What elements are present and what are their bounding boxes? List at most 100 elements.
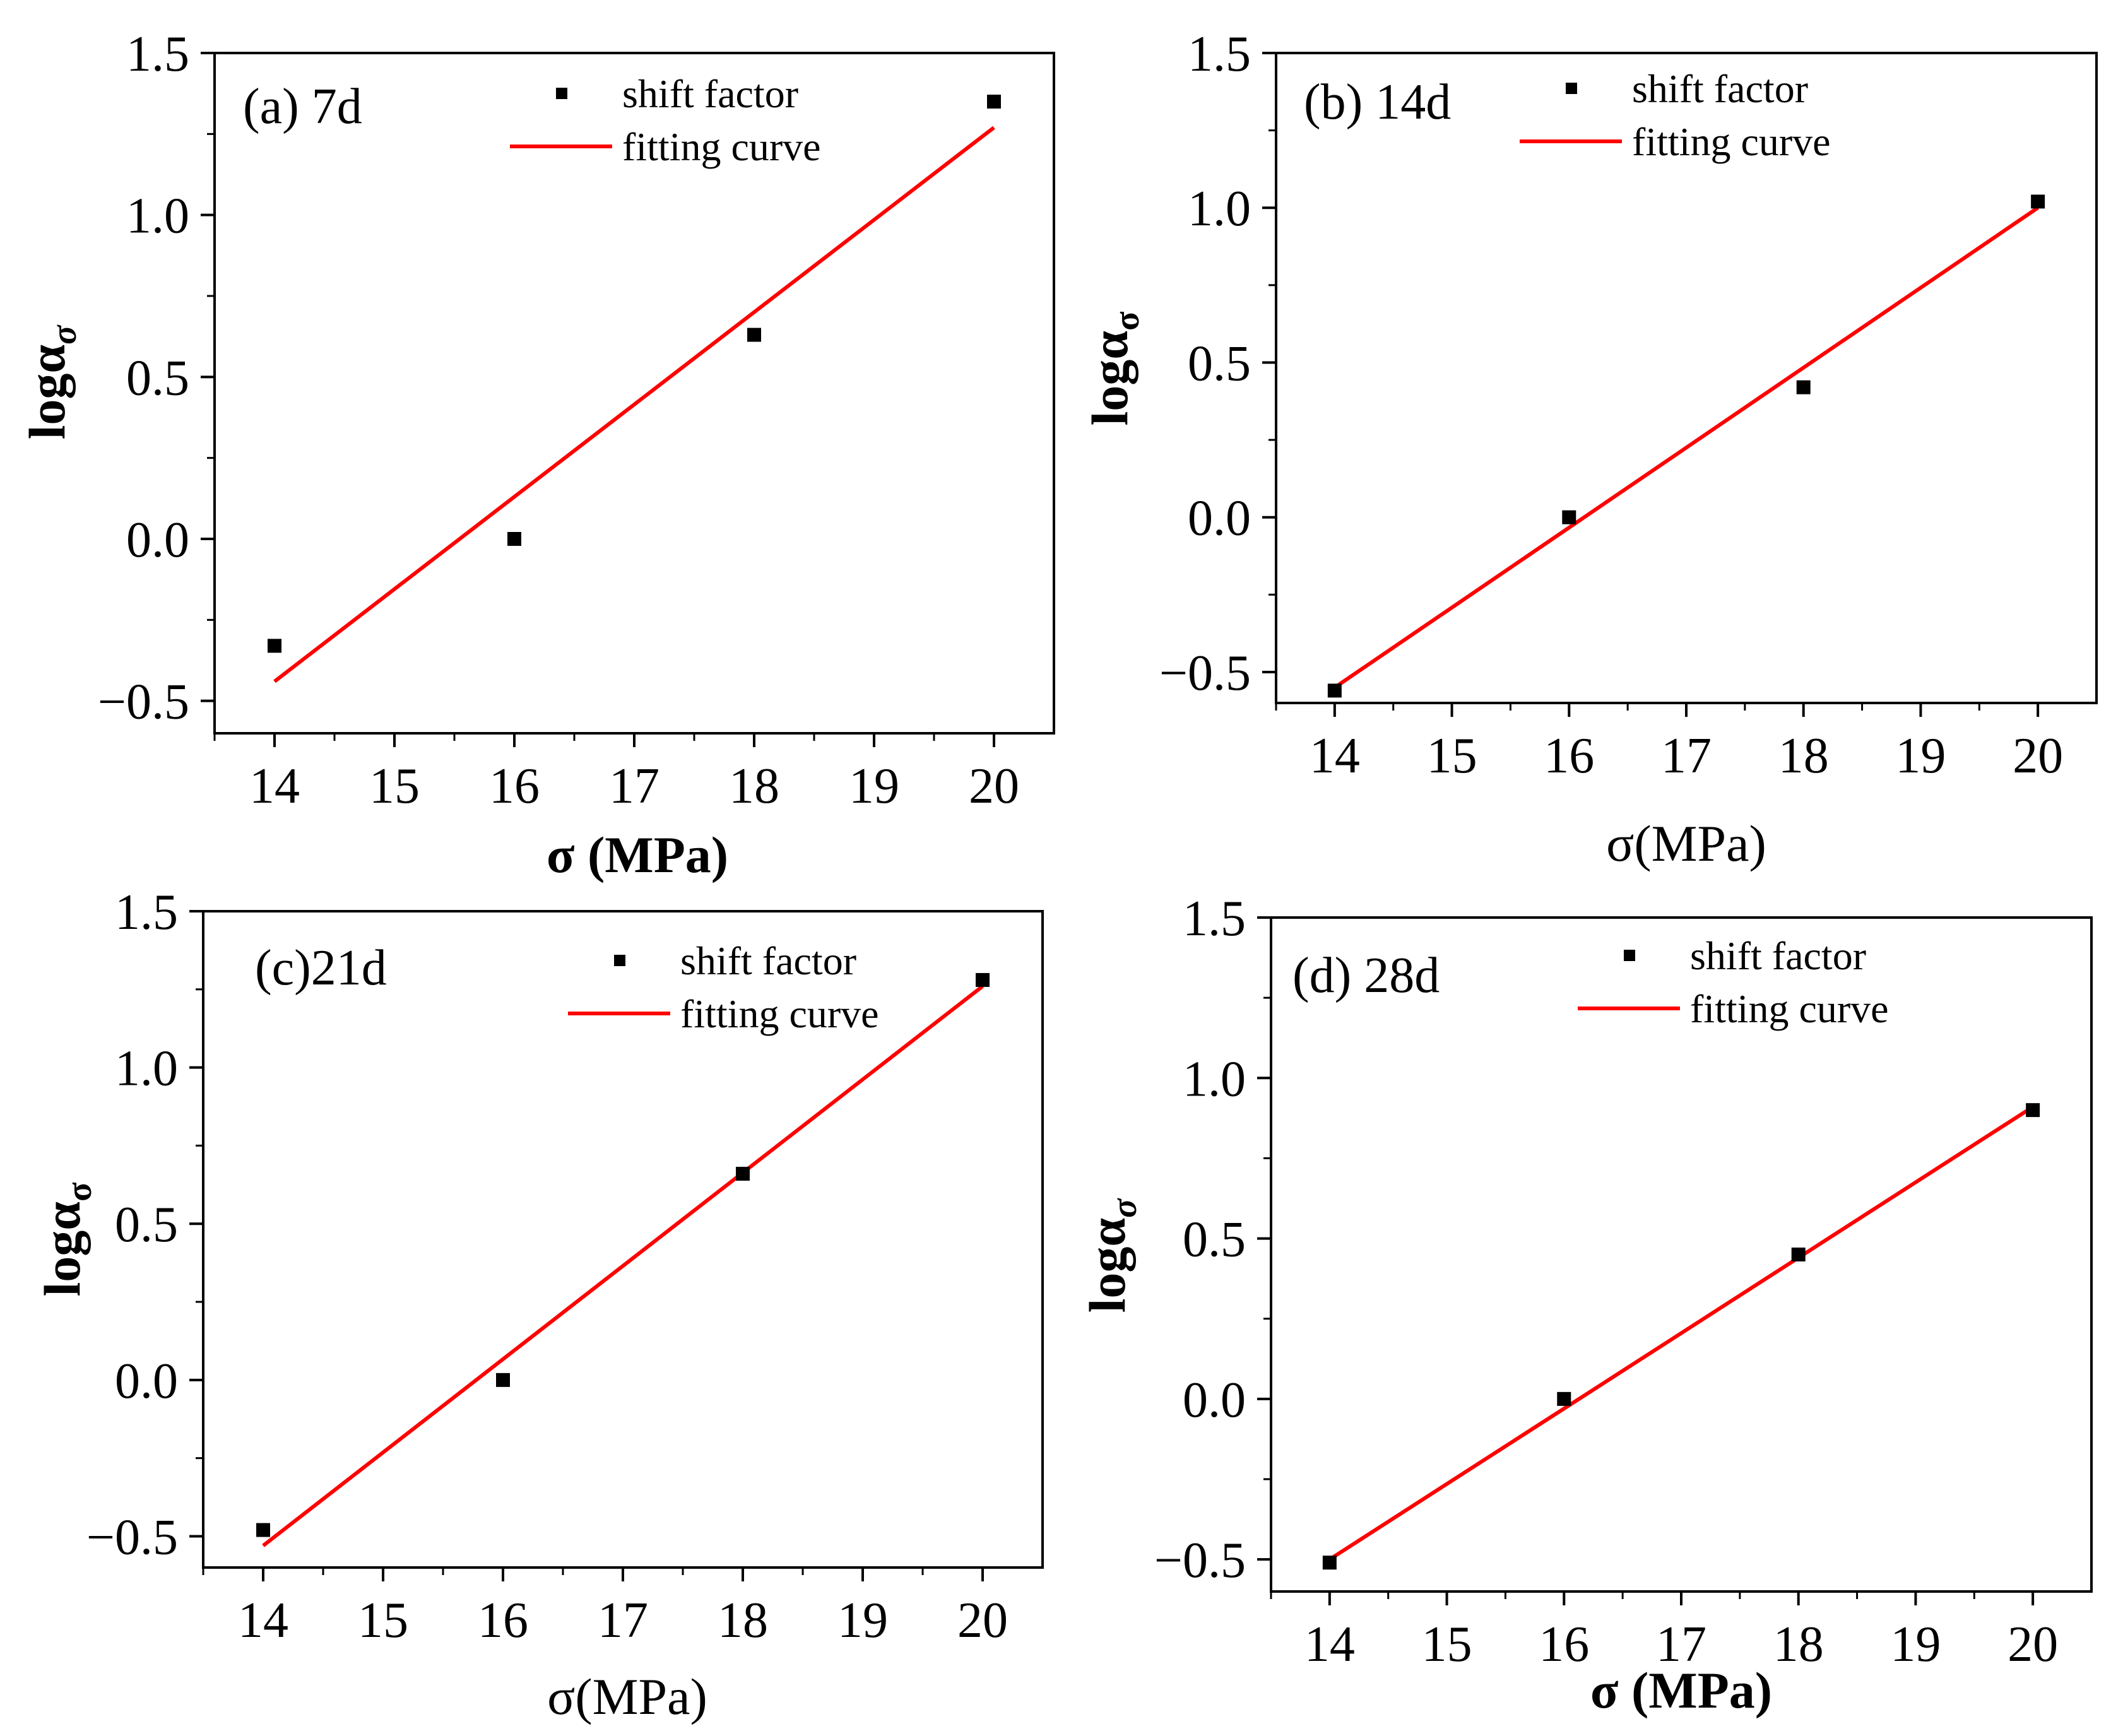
x-tick-label: 18 (729, 759, 779, 814)
y-tick-label: −0.5 (86, 1509, 178, 1565)
y-axis-title-subscript: σ (45, 324, 84, 345)
shift-factor-point (1796, 380, 1811, 394)
y-axis-title-main: logα (18, 345, 76, 440)
legend: shift factor fitting curve (1578, 933, 1889, 1031)
fitting-curve-line (273, 126, 995, 683)
y-tick-label: 1.5 (115, 885, 178, 940)
legend: shift factor fitting curve (510, 71, 821, 169)
y-tick-label: −0.5 (1159, 646, 1251, 701)
y-tick-label: −0.5 (1154, 1533, 1246, 1588)
fitting-curve-line (1328, 1105, 2034, 1561)
y-axis-title-main: logα (1081, 331, 1138, 426)
legend-marker-shift-factor (1624, 950, 1635, 961)
x-tick-label: 15 (358, 1593, 408, 1648)
shift-factor-point (507, 532, 521, 546)
x-tick-label: 19 (849, 759, 899, 814)
legend-label-fitting-curve: fitting curve (680, 991, 879, 1036)
y-tick-label: 0.0 (115, 1354, 178, 1409)
x-tick-label: 14 (238, 1593, 288, 1648)
x-tick-label: 14 (1310, 728, 1360, 784)
x-tick-label: 17 (609, 759, 659, 814)
x-tick-label: 14 (249, 759, 300, 814)
fitting-curve-line (262, 984, 984, 1547)
panel-label: (d) 28d (1292, 948, 1440, 1003)
x-axis-title: σ(MPa) (1606, 815, 1766, 872)
x-axis-title: σ(MPa) (547, 1668, 707, 1725)
shift-factor-point (736, 1167, 750, 1181)
x-tick-label: 19 (1895, 728, 1946, 784)
shift-factor-point (1557, 1391, 1571, 1406)
shift-factor-point (496, 1373, 510, 1387)
x-tick-label: 20 (957, 1593, 1008, 1648)
y-tick-label: 1.0 (126, 189, 189, 244)
legend: shift factor fitting curve (1520, 66, 1831, 164)
y-tick-label: 0.5 (126, 350, 189, 406)
x-tick-label: 15 (369, 759, 420, 814)
y-tick-label: 0.0 (1183, 1373, 1246, 1428)
x-tick-label: 19 (1890, 1617, 1941, 1672)
shift-factor-point (2026, 1103, 2040, 1118)
y-tick-label: 0.0 (1188, 491, 1251, 546)
x-axis-title: σ (MPa) (547, 826, 728, 883)
shift-factor-point (747, 328, 761, 342)
y-tick-label: 0.5 (115, 1197, 178, 1253)
y-axis-title-subscript: σ (1108, 311, 1147, 331)
legend-label-shift-factor: shift factor (1632, 66, 1808, 111)
shift-factor-point (2031, 194, 2045, 209)
legend-label-shift-factor: shift factor (622, 71, 798, 116)
fitting-curve-line (1334, 206, 2039, 689)
shift-factor-point (987, 95, 1001, 109)
x-tick-label: 18 (1778, 728, 1829, 784)
shift-factor-point (256, 1523, 270, 1537)
shift-factor-point (976, 972, 990, 987)
x-tick-label: 17 (1656, 1617, 1706, 1672)
y-tick-label: 1.0 (115, 1041, 178, 1097)
x-tick-label: 20 (2013, 728, 2063, 784)
x-tick-label: 20 (2008, 1617, 2058, 1672)
shift-factor-point (1562, 510, 1576, 524)
legend-label-shift-factor: shift factor (1690, 933, 1866, 978)
shift-factor-point (1322, 1556, 1337, 1570)
x-tick-label: 18 (1773, 1617, 1824, 1672)
y-axis-title: logασ (33, 1182, 99, 1297)
x-tick-label: 16 (489, 759, 540, 814)
y-tick-label: 1.0 (1183, 1051, 1246, 1107)
legend-label-shift-factor: shift factor (680, 938, 856, 983)
legend-label-fitting-curve: fitting curve (1690, 986, 1889, 1031)
panel-label: (a) 7d (243, 79, 362, 134)
y-axis-title: logασ (1081, 311, 1147, 426)
x-tick-label: 14 (1304, 1617, 1355, 1672)
y-axis-title: logασ (1079, 1198, 1144, 1313)
legend-marker-shift-factor (556, 88, 567, 99)
x-tick-label: 16 (478, 1593, 528, 1648)
legend-label-fitting-curve: fitting curve (622, 124, 821, 169)
y-axis-title-subscript: σ (1105, 1198, 1144, 1218)
x-tick-label: 19 (837, 1593, 888, 1648)
y-tick-label: 1.5 (1188, 27, 1251, 82)
chart-panel-a: 14 15 16 17 18 19 20 −0.5 0.0 0.5 1.0 1.5 (a) 7d shif… (18, 27, 1055, 883)
x-tick-label: 16 (1539, 1617, 1589, 1672)
chart-panel-b: 14 15 16 17 18 19 20 −0.5 0.0 0.5 1.0 1.5 (b) 14d shi… (1081, 27, 2098, 872)
chart-panel-d: 14 15 16 17 18 19 20 −0.5 0.0 0.5 1.0 1.5 (d) 28d shi… (1079, 891, 2093, 1719)
y-tick-label: 0.5 (1188, 336, 1251, 391)
legend-marker-shift-factor (614, 955, 625, 966)
x-tick-label: 17 (1661, 728, 1712, 784)
y-tick-label: 1.0 (1188, 181, 1251, 237)
y-tick-label: 1.5 (1183, 891, 1246, 947)
panel-label: (c)21d (255, 940, 387, 996)
x-axis-title: σ (MPa) (1590, 1662, 1772, 1719)
x-tick-label: 17 (598, 1593, 648, 1648)
y-tick-label: 0.0 (126, 512, 189, 568)
chart-panel-c: 14 15 16 17 18 19 20 −0.5 0.0 0.5 1.0 1.5 (c)21d shif… (33, 885, 1044, 1725)
legend-label-fitting-curve: fitting curve (1632, 119, 1831, 164)
x-tick-label: 18 (718, 1593, 768, 1648)
y-tick-label: −0.5 (98, 675, 189, 730)
y-axis-title-main: logα (33, 1202, 91, 1297)
y-axis-title-subscript: σ (60, 1182, 99, 1202)
x-tick-label: 15 (1427, 728, 1477, 784)
y-tick-label: 0.5 (1183, 1212, 1246, 1268)
y-axis-title: logασ (18, 324, 84, 440)
x-tick-label: 15 (1422, 1617, 1472, 1672)
shift-factor-point (268, 639, 281, 653)
